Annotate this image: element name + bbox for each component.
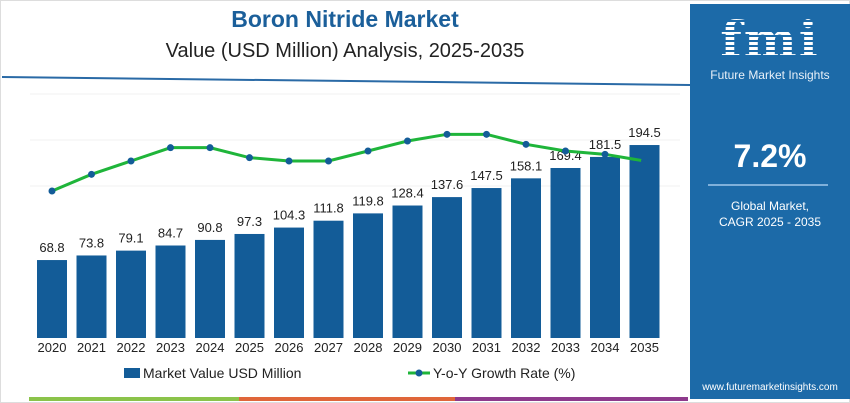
data-label-2028: 119.8 — [352, 193, 384, 208]
bar-2032 — [511, 178, 541, 338]
bar-2024 — [195, 239, 225, 338]
growth-point-2030 — [443, 130, 451, 138]
bar-2029 — [392, 205, 423, 338]
legend-bar: Market Value USD Million — [124, 365, 301, 381]
data-label-2032: 158.1 — [510, 158, 543, 173]
growth-point-2031 — [483, 130, 490, 138]
growth-point-2022 — [127, 157, 135, 165]
growth-point-2032 — [522, 140, 530, 148]
legend-bar-label: Market Value USD Million — [143, 365, 302, 381]
bar-2034 — [590, 156, 620, 338]
growth-point-2028 — [364, 147, 372, 155]
x-tick-2022: 2022 — [117, 340, 146, 355]
data-label-2023: 84.7 — [158, 225, 183, 240]
growth-point-2029 — [404, 137, 411, 145]
info-panel: fmi Future Market Insights 7.2% Global M… — [690, 4, 850, 399]
stripe-orange — [239, 397, 455, 401]
x-tick-2028: 2028 — [354, 340, 383, 355]
bar-2022 — [116, 250, 146, 338]
bar-2031 — [471, 188, 502, 338]
growth-point-2034 — [601, 150, 609, 158]
x-tick-2029: 2029 — [393, 340, 422, 355]
fmi-logo: fmi — [690, 12, 850, 68]
growth-point-2024 — [206, 144, 214, 152]
legend-line: Y-o-Y Growth Rate (%) — [408, 365, 575, 381]
chart: 68.8 2020 73.8 2021 79.1 2022 84.7 2023 90.8 2024… — [1, 76, 690, 355]
data-label-2026: 104.3 — [273, 208, 306, 223]
growth-point-2021 — [88, 170, 95, 178]
growth-point-2025 — [246, 154, 253, 162]
data-label-2024: 90.8 — [197, 220, 222, 235]
bar-2027 — [313, 220, 344, 338]
stripe-purple — [455, 397, 688, 401]
x-tick-2031: 2031 — [472, 340, 501, 355]
x-tick-2025: 2025 — [235, 340, 264, 355]
x-tick-2032: 2032 — [512, 340, 541, 355]
chart-title: Boron Nitride Market — [231, 6, 459, 32]
x-tick-2034: 2034 — [591, 340, 620, 355]
logo-text: Future Market Insights — [710, 68, 830, 82]
legend-line-swatch — [408, 369, 430, 377]
cagr-label: Global Market, CAGR 2025 - 2035 — [690, 198, 850, 230]
x-tick-2027: 2027 — [314, 340, 343, 355]
chart-subtitle: Value (USD Million) Analysis, 2025-2035 — [165, 40, 525, 62]
x-tick-2023: 2023 — [156, 340, 185, 355]
cagr-label-line2: CAGR 2025 - 2035 — [718, 215, 822, 229]
x-tick-2020: 2020 — [38, 340, 67, 355]
bar-2023 — [155, 245, 186, 338]
data-label-2027: 111.8 — [313, 201, 344, 216]
bar-2033 — [550, 167, 581, 338]
growth-point-2033 — [562, 147, 569, 155]
legend-bar-swatch — [124, 368, 140, 378]
bar-2025 — [234, 233, 265, 338]
growth-point-2020 — [48, 187, 56, 195]
growth-point-2023 — [167, 144, 174, 152]
data-label-2021: 73.8 — [79, 235, 104, 250]
growth-line — [51, 132, 645, 193]
x-tick-2030: 2030 — [433, 340, 462, 355]
bar-2030 — [432, 197, 462, 338]
data-label-2020: 68.8 — [39, 240, 64, 255]
bar-2020 — [37, 260, 67, 338]
cagr-value: 7.2% — [733, 138, 807, 174]
data-label-2029: 128.4 — [391, 186, 424, 201]
data-label-2025: 97.3 — [237, 214, 262, 229]
header-rule — [1, 76, 690, 86]
data-label-2034: 181.5 — [589, 137, 622, 152]
growth-point-2027 — [325, 157, 332, 165]
growth-point-2026 — [285, 157, 293, 165]
growth-point-2035 — [641, 157, 648, 165]
data-label-2022: 79.1 — [118, 231, 143, 246]
divider — [708, 184, 828, 186]
data-label-2030: 137.6 — [431, 177, 464, 192]
cagr-label-line1: Global Market, — [730, 199, 810, 213]
x-tick-2026: 2026 — [275, 340, 304, 355]
legend-line-label: Y-o-Y Growth Rate (%) — [433, 365, 576, 381]
bar-2026 — [274, 227, 304, 338]
x-tick-2035: 2035 — [630, 340, 659, 355]
data-label-2035: 194.5 — [628, 125, 661, 140]
x-tick-2024: 2024 — [196, 340, 225, 355]
bar-2035 — [629, 145, 660, 338]
bar-2028 — [353, 213, 383, 338]
x-tick-2021: 2021 — [77, 340, 106, 355]
data-label-2031: 147.5 — [470, 168, 503, 183]
bar-2021 — [76, 255, 107, 338]
x-tick-2033: 2033 — [551, 340, 580, 355]
stripe-green — [29, 397, 239, 401]
website-url: www.futuremarketinsights.com — [702, 382, 838, 393]
